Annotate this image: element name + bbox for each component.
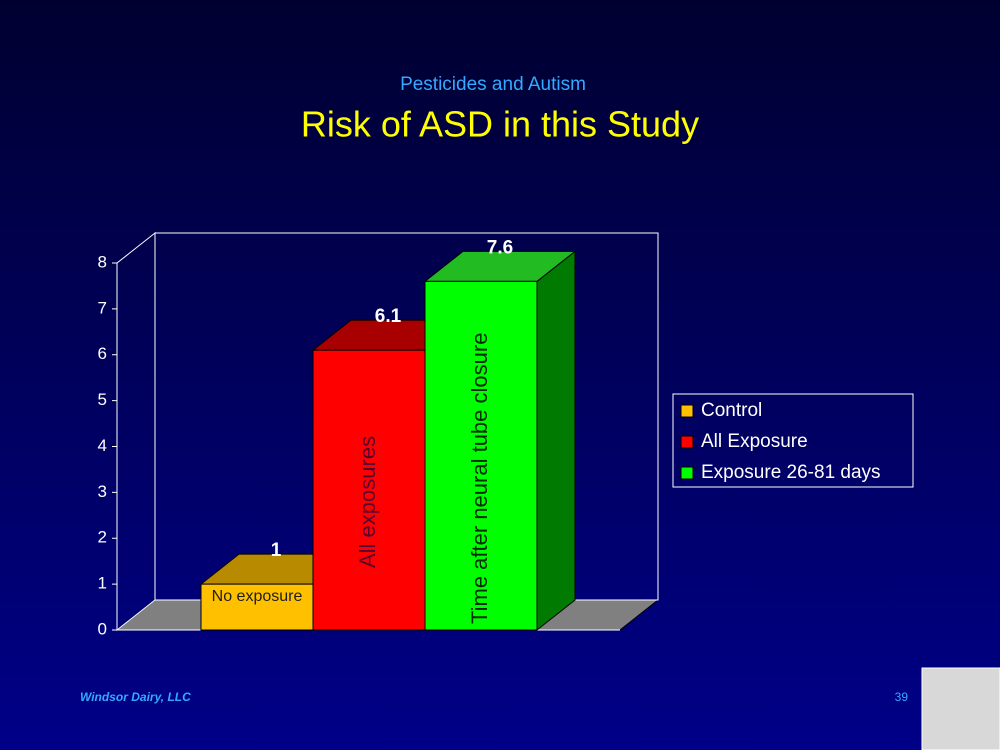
y-tick-label: 3 [98, 482, 107, 501]
chart-title: Risk of ASD in this Study [301, 104, 699, 145]
y-tick-label: 7 [98, 298, 107, 317]
page-number: 39 [895, 690, 909, 704]
value-label: 7.6 [487, 237, 513, 258]
legend-label: Exposure 26-81 days [701, 462, 881, 483]
bar-annotation: All exposures [355, 436, 380, 568]
legend-swatch [680, 435, 694, 449]
bar-annotation: No exposure [211, 588, 303, 606]
y-tick-label: 2 [98, 528, 107, 547]
legend-box [672, 393, 914, 488]
y-tick-label: 0 [98, 619, 107, 638]
bar-annotation-box: No exposure [211, 588, 303, 606]
bar-annotation: Time after neural tube closure [467, 333, 492, 624]
bar-side [536, 250, 576, 632]
value-label: 1 [271, 540, 282, 561]
y-tick-label: 8 [98, 252, 107, 271]
legend-label: Control [701, 400, 762, 421]
legend-swatch [680, 466, 694, 480]
y-tick-label: 6 [98, 344, 107, 363]
y-tick-label: 4 [98, 436, 107, 455]
footer: Windsor Dairy, LLC [80, 690, 191, 704]
y-tick-label: 5 [98, 390, 107, 409]
value-label: 6.1 [375, 306, 402, 327]
subtitle: Pesticides and Autism [400, 74, 586, 95]
side-wall [116, 231, 156, 632]
legend-label: All Exposure [701, 431, 808, 452]
logo-image [921, 667, 1000, 750]
bar [424, 280, 538, 631]
y-tick-label: 1 [98, 574, 107, 593]
bar [312, 349, 426, 631]
legend-swatch [680, 404, 694, 418]
